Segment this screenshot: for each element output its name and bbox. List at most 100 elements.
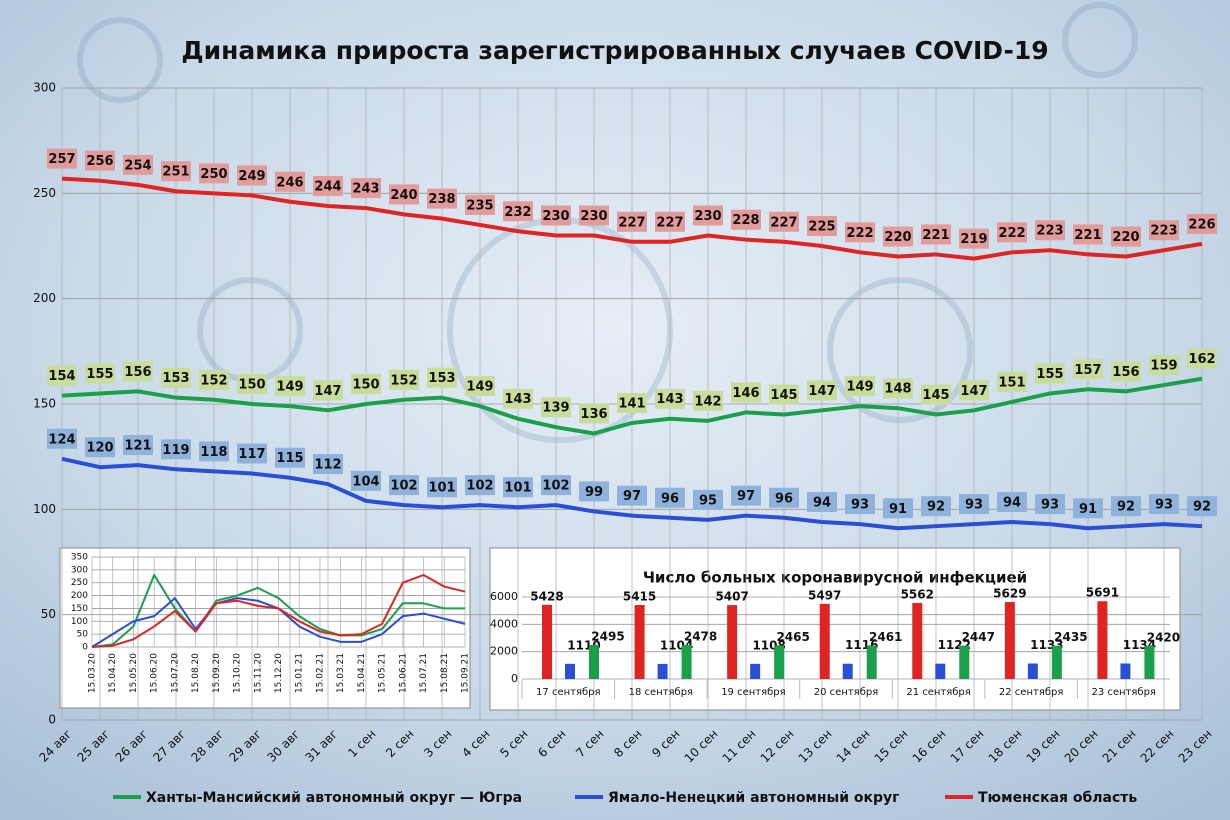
data-label-box — [1111, 361, 1141, 382]
legend-label: Тюменская область — [978, 790, 1137, 806]
data-label: 230 — [580, 209, 607, 224]
y-tick-label: 300 — [71, 565, 88, 575]
data-label-box — [503, 388, 533, 409]
y-tick-label: 0 — [82, 643, 88, 653]
data-label: 147 — [808, 384, 835, 399]
data-label-box — [351, 178, 381, 199]
data-label: 150 — [352, 378, 379, 393]
x-tick-label: 15.07.20 — [170, 653, 180, 693]
data-label: 2465 — [776, 630, 809, 644]
data-label: 151 — [998, 375, 1025, 390]
bar — [935, 663, 946, 679]
data-label-box — [1149, 494, 1179, 515]
data-label: 250 — [200, 167, 227, 182]
x-tick-label: 15.05.21 — [378, 653, 388, 693]
data-label-box — [807, 380, 837, 401]
data-label-box — [655, 211, 685, 232]
data-label-box — [465, 376, 495, 397]
data-label: 220 — [884, 230, 911, 245]
data-label: 5691 — [1086, 586, 1119, 600]
data-label-box — [579, 205, 609, 226]
data-label: 104 — [352, 474, 379, 489]
data-label: 143 — [504, 392, 531, 407]
bar — [681, 645, 692, 679]
x-tick-label: 15.06.20 — [150, 653, 160, 693]
bar — [589, 644, 599, 679]
x-tick-label: 15.09.20 — [212, 653, 222, 693]
data-label: 96 — [661, 491, 679, 506]
data-label-box — [389, 369, 419, 390]
data-label: 145 — [922, 388, 949, 403]
data-label-box — [123, 435, 153, 456]
data-label: 117 — [238, 447, 265, 462]
data-label-box — [199, 163, 229, 184]
data-label: 230 — [694, 209, 721, 224]
data-label: 124 — [48, 432, 75, 447]
data-label-box — [959, 380, 989, 401]
data-label: 254 — [124, 158, 151, 173]
data-label: 2435 — [1054, 630, 1087, 644]
data-label: 139 — [542, 401, 569, 416]
data-label-box — [921, 496, 951, 517]
data-label: 145 — [770, 388, 797, 403]
data-label-box — [579, 481, 609, 502]
data-label: 227 — [770, 215, 797, 230]
x-tick-label: 17 сентября — [536, 687, 600, 698]
x-tick-label: 21 сентября — [906, 687, 970, 698]
data-label: 156 — [1112, 365, 1139, 380]
data-label: 94 — [813, 495, 831, 510]
data-label-box — [313, 454, 343, 475]
data-label: 99 — [585, 485, 603, 500]
data-label-box — [997, 491, 1027, 512]
data-label-box — [1073, 224, 1103, 245]
data-label-box — [693, 390, 723, 411]
series-line — [91, 574, 466, 648]
bar — [774, 645, 785, 679]
data-label: 97 — [623, 489, 641, 504]
x-tick-label: 15.11.20 — [253, 653, 263, 693]
data-label-box — [313, 380, 343, 401]
x-tick-label: 15.12.20 — [274, 653, 284, 693]
data-label-box — [769, 384, 799, 405]
data-label: 93 — [851, 498, 869, 513]
bar — [1097, 601, 1108, 679]
y-tick-label: 0 — [511, 672, 518, 685]
data-label-box — [807, 216, 837, 236]
data-label: 240 — [390, 188, 417, 203]
data-label: 147 — [960, 384, 987, 399]
data-label-box — [503, 201, 533, 222]
data-label: 91 — [889, 502, 907, 517]
x-tick-label: 15.03.21 — [336, 653, 346, 693]
data-label-box — [959, 494, 989, 515]
data-label: 156 — [124, 365, 151, 380]
data-label: 5407 — [715, 590, 748, 604]
data-label: 95 — [699, 493, 717, 508]
data-label-box — [693, 489, 723, 510]
x-tick-label: 19 сентября — [721, 687, 785, 698]
data-label: 147 — [314, 384, 341, 399]
bar — [727, 605, 738, 679]
inset-frame — [489, 547, 1181, 711]
data-label-box — [427, 188, 457, 209]
data-label: 221 — [1074, 228, 1101, 243]
data-label-box — [1111, 496, 1141, 517]
series-line — [91, 574, 465, 648]
data-label-box — [617, 485, 647, 506]
data-label: 219 — [960, 232, 987, 247]
data-label-box — [85, 150, 115, 171]
data-label: 101 — [428, 481, 455, 496]
data-label: 153 — [162, 371, 189, 386]
data-label: 5497 — [808, 588, 841, 602]
y-tick-label: 300 — [33, 81, 56, 95]
data-label-box — [541, 397, 571, 418]
data-label: 155 — [86, 367, 113, 382]
data-label-box — [1187, 348, 1217, 369]
data-label-box — [541, 205, 571, 226]
bar — [634, 604, 645, 679]
data-label: 222 — [998, 226, 1025, 241]
data-label: 223 — [1150, 224, 1177, 239]
data-label: 120 — [86, 441, 113, 456]
data-label: 146 — [732, 386, 759, 401]
data-label: 227 — [656, 215, 683, 230]
